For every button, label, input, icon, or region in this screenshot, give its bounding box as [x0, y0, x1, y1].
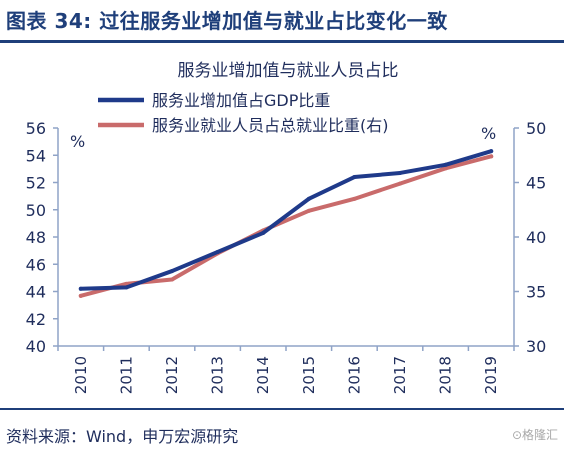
x-tick-label: 2017 — [391, 356, 409, 394]
x-tick-label: 2011 — [117, 356, 135, 394]
footer-rule — [0, 408, 564, 410]
x-tick-label: 2019 — [482, 356, 500, 394]
data-point-1 — [170, 269, 174, 274]
data-point-2 — [124, 281, 129, 286]
chart-title: 服务业增加值与就业人员占比 — [178, 61, 399, 81]
data-point-2 — [306, 208, 311, 213]
figure-header: 图表 34: 过往服务业增加值与就业占比变化一致 — [0, 0, 564, 44]
data-point-1 — [261, 230, 266, 235]
figure-title: 图表 34: 过往服务业增加值与就业占比变化一致 — [6, 9, 448, 33]
left-tick-label: 54 — [26, 146, 46, 165]
left-tick-label: 56 — [26, 119, 46, 138]
x-tick-label: 2015 — [300, 356, 318, 394]
data-point-2 — [170, 277, 174, 282]
right-tick-label: 30 — [526, 337, 546, 356]
line-chart: 服务业增加值与就业人员占比 服务业增加值占GDP比重服务业就业人员占总就业比重(… — [26, 61, 547, 394]
x-tick-label: 2018 — [437, 356, 455, 394]
left-tick-label: 50 — [26, 201, 46, 220]
x-tick-label: 2014 — [254, 356, 272, 394]
plot-area — [78, 149, 494, 298]
data-point-2 — [352, 196, 357, 201]
right-tick-label: 40 — [526, 228, 546, 247]
data-point-1 — [398, 170, 402, 175]
data-point-1 — [489, 149, 494, 154]
data-point-2 — [489, 154, 494, 159]
left-unit-label: % — [70, 132, 85, 151]
right-unit-label: % — [481, 124, 496, 143]
data-point-1 — [124, 285, 129, 290]
right-tick-label: 45 — [526, 174, 546, 193]
left-tick-label: 44 — [26, 283, 46, 302]
left-tick-label: 42 — [26, 310, 46, 329]
data-point-2 — [78, 293, 83, 298]
left-tick-label: 48 — [26, 228, 46, 247]
data-point-1 — [215, 249, 220, 254]
left-tick-label: 46 — [26, 255, 46, 274]
x-tick-label: 2016 — [345, 356, 363, 394]
data-point-1 — [78, 286, 83, 291]
left-tick-label: 52 — [26, 174, 46, 193]
series-line-2 — [78, 154, 494, 298]
x-tick-label: 2010 — [72, 356, 90, 394]
data-point-1 — [352, 175, 357, 180]
legend-label-1: 服务业增加值占GDP比重 — [152, 91, 330, 110]
axes: 40 42 44 46 48 50 52 54 56 30 35 40 45 50 2010 2011 2012… — [26, 119, 547, 394]
header-rule — [0, 40, 564, 43]
data-point-2 — [443, 166, 448, 171]
left-tick-label: 40 — [26, 337, 46, 356]
data-point-1 — [306, 196, 311, 201]
watermark: ⊙格隆汇 — [511, 428, 558, 442]
series-line-1 — [78, 149, 494, 291]
data-point-1 — [443, 162, 448, 167]
legend-label-2: 服务业就业人员占总就业比重(右) — [152, 116, 389, 135]
source-note: 资料来源：Wind，申万宏源研究 — [6, 427, 239, 446]
right-tick-label: 50 — [526, 119, 546, 138]
data-point-2 — [398, 181, 402, 186]
right-tick-label: 35 — [526, 283, 546, 302]
x-tick-label: 2013 — [209, 356, 227, 394]
x-tick-label: 2012 — [163, 356, 181, 394]
